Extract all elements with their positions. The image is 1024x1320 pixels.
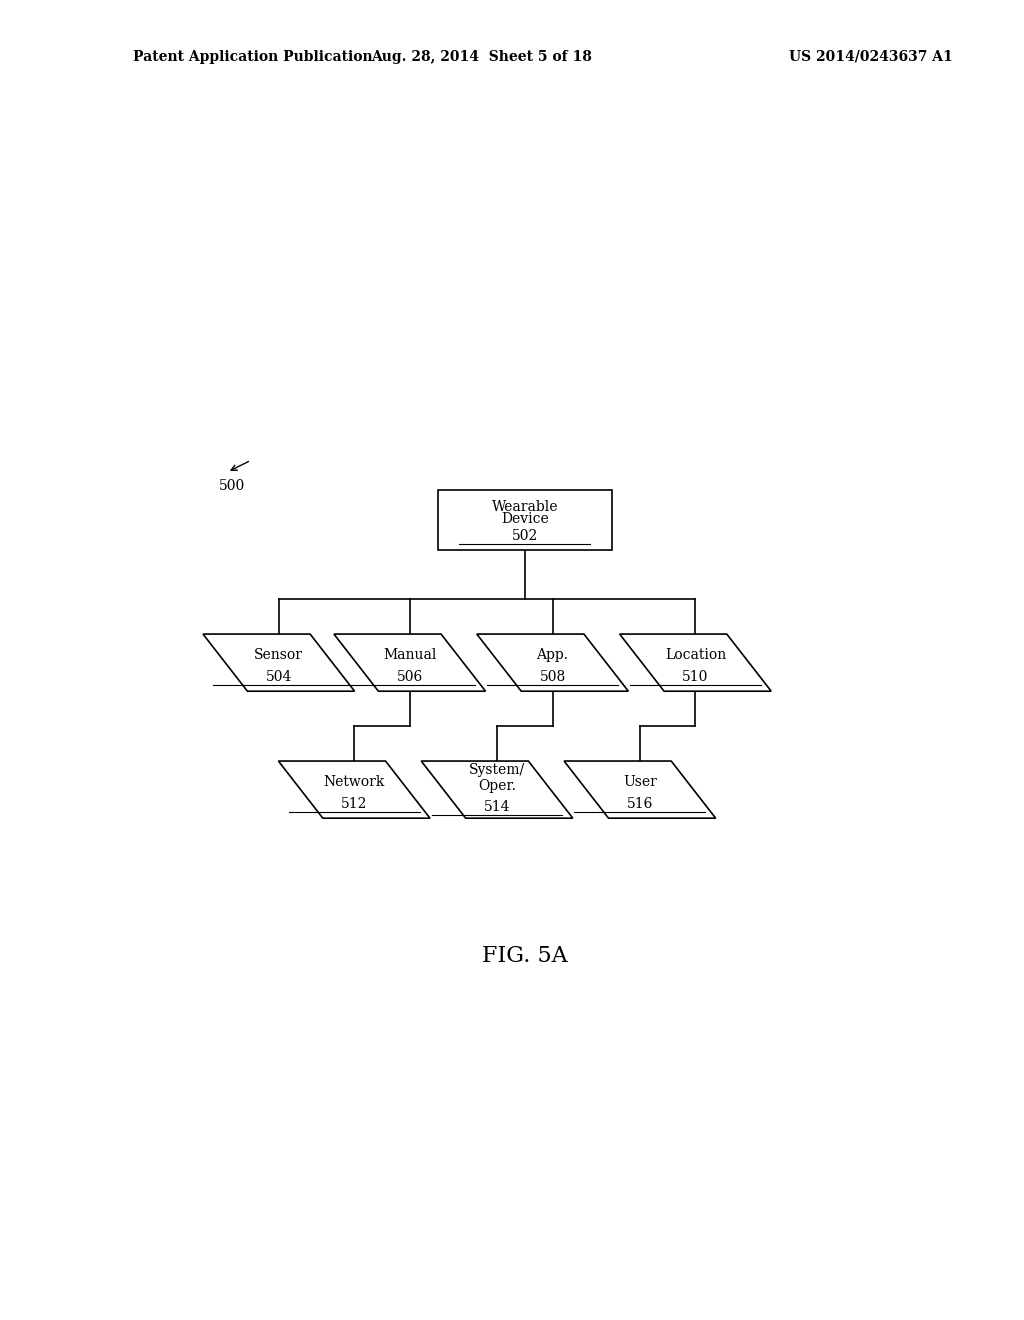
Text: Manual: Manual [383,648,436,661]
Text: User: User [623,775,656,788]
Text: 512: 512 [341,797,368,810]
Text: 516: 516 [627,797,653,810]
Polygon shape [203,634,354,692]
Text: FIG. 5A: FIG. 5A [482,945,567,968]
Text: Device: Device [501,512,549,525]
Text: Aug. 28, 2014  Sheet 5 of 18: Aug. 28, 2014 Sheet 5 of 18 [371,50,592,63]
Polygon shape [421,762,572,818]
Text: Patent Application Publication: Patent Application Publication [133,50,373,63]
Text: App.: App. [537,648,568,661]
Polygon shape [334,634,485,692]
Text: 508: 508 [540,671,565,684]
Text: Sensor: Sensor [254,648,303,661]
Polygon shape [279,762,430,818]
Text: US 2014/0243637 A1: US 2014/0243637 A1 [788,50,952,63]
Text: 514: 514 [483,800,510,814]
Polygon shape [620,634,771,692]
Text: 506: 506 [396,671,423,684]
Polygon shape [477,634,629,692]
Text: 502: 502 [512,528,538,543]
Text: Wearable: Wearable [492,500,558,513]
Polygon shape [564,762,716,818]
Text: Location: Location [665,648,726,661]
Text: 504: 504 [265,671,292,684]
Text: 500: 500 [219,479,246,492]
Text: Network: Network [324,775,385,788]
Text: System/
Oper.: System/ Oper. [469,763,525,793]
Text: 510: 510 [682,671,709,684]
Bar [437,490,612,549]
